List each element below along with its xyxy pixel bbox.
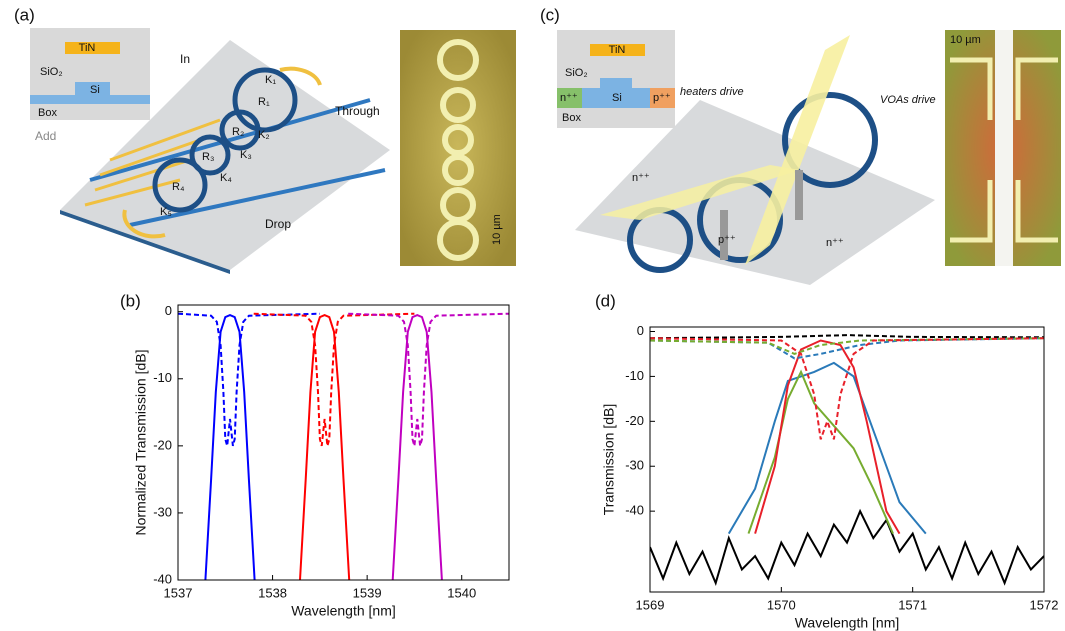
port-label: Through: [335, 104, 380, 118]
scale-bar-label: 10 µm: [491, 214, 503, 245]
inset-label: TiN: [609, 44, 626, 56]
y-axis-label: Normalized Transmission [dB]: [133, 350, 149, 536]
port-label: In: [180, 52, 190, 66]
series-line: [650, 334, 1044, 340]
plot-frame: [649, 326, 1045, 593]
x-axis-label: Wavelength [nm]: [795, 615, 900, 631]
device-note: heaters drive: [680, 86, 744, 98]
device-note: n⁺⁺: [826, 237, 844, 249]
x-tick-label: 1572: [1030, 597, 1059, 612]
coupler-label: K₄: [220, 172, 232, 184]
inset-label: Box: [562, 112, 581, 124]
series-line: [253, 312, 415, 447]
y-tick-label: -30: [625, 458, 644, 473]
micrograph-a: [400, 30, 516, 266]
y-tick-label: -10: [625, 368, 644, 383]
coupler-label: K₂: [258, 129, 270, 141]
x-tick-label: 1539: [353, 585, 382, 600]
y-tick-label: -10: [153, 370, 172, 385]
coupler-label: K₁: [265, 74, 276, 86]
inset-label: Si: [612, 92, 622, 104]
inset-label: SiO₂: [565, 67, 588, 79]
series-line: [650, 337, 1044, 440]
x-tick-label: 1538: [258, 585, 287, 600]
x-tick-label: 1569: [636, 597, 665, 612]
series-line: [178, 312, 320, 447]
plot-frame: [177, 304, 510, 581]
ring-label: R₂: [232, 126, 244, 138]
inset-c: [557, 30, 675, 128]
y-tick-label: -40: [625, 503, 644, 518]
series-line: [727, 361, 927, 535]
series-line: [348, 312, 509, 447]
micrograph-c: [945, 30, 1061, 266]
y-tick-label: 0: [637, 323, 644, 338]
series-line: [747, 369, 894, 535]
series-line: [391, 314, 443, 580]
panel-label: (c): [540, 5, 560, 24]
series-line: [204, 314, 256, 580]
inset-label: n⁺⁺: [560, 92, 578, 104]
x-tick-label: 1537: [164, 585, 193, 600]
series-line: [650, 508, 1044, 586]
x-tick-label: 1540: [447, 585, 476, 600]
series-line: [650, 337, 1044, 355]
series-line: [299, 314, 351, 580]
ring-label: R₁: [258, 96, 270, 108]
device-a: [60, 40, 390, 274]
y-tick-label: -40: [153, 571, 172, 586]
inset-label: Si: [90, 84, 100, 96]
coupler-label: K₃: [240, 149, 252, 161]
x-tick-label: 1570: [767, 597, 796, 612]
scale-bar-label: 10 µm: [950, 34, 981, 46]
y-tick-label: 0: [165, 303, 172, 318]
y-tick-label: -20: [625, 413, 644, 428]
inset-label: TiN: [79, 42, 96, 54]
port-label: Add: [35, 129, 56, 143]
panel-label: (b): [120, 291, 141, 310]
coupler-label: K₅: [160, 206, 172, 218]
y-tick-label: -20: [153, 437, 172, 452]
inset-label: SiO₂: [40, 66, 63, 78]
ring-label: R₄: [172, 181, 185, 193]
device-note: VOAs drive: [880, 94, 936, 106]
panel-label: (d): [595, 291, 616, 310]
ring-label: R₃: [202, 151, 214, 163]
y-axis-label: Transmission [dB]: [601, 404, 617, 516]
y-tick-label: -30: [153, 504, 172, 519]
port-label: Drop: [265, 217, 291, 231]
panel-label: (a): [14, 5, 35, 24]
x-axis-label: Wavelength [nm]: [291, 603, 396, 619]
device-note: n⁺⁺: [632, 172, 650, 184]
series-line: [754, 339, 901, 535]
inset-label: Box: [38, 107, 57, 119]
inset-label: p⁺⁺: [653, 92, 671, 104]
x-tick-label: 1571: [898, 597, 927, 612]
device-c: [575, 35, 935, 285]
device-note: p⁺⁺: [718, 234, 736, 246]
inset-a: [30, 28, 150, 120]
